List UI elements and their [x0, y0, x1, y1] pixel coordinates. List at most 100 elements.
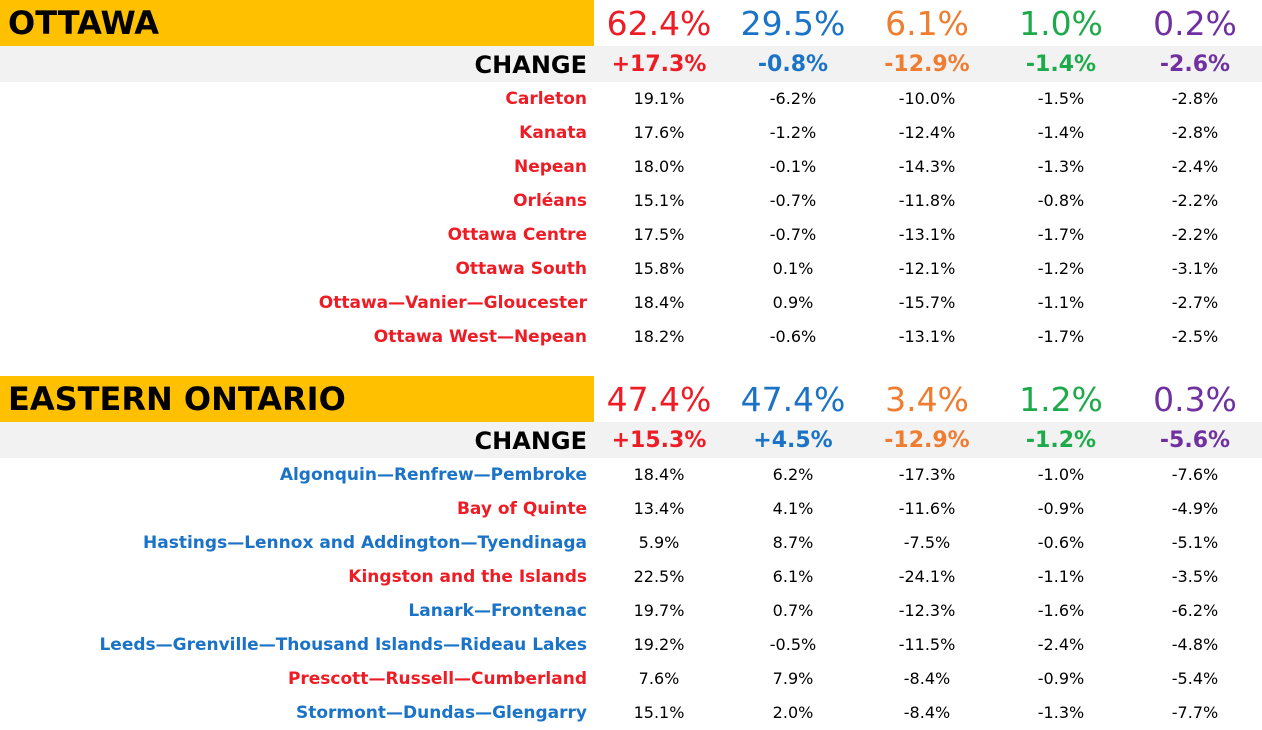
riding-change-party-3: -13.1%	[898, 225, 956, 244]
total-party-1: 47.4%	[606, 380, 712, 419]
change-party-2: +4.5%	[753, 428, 833, 453]
table-row: Ottawa Centre 17.5% -0.7% -13.1% -1.7% -2.2%	[0, 218, 1262, 252]
riding-change-party-5: -3.1%	[1171, 259, 1219, 278]
table-row: Lanark—Frontenac 19.7% 0.7% -12.3% -1.6% -6.2…	[0, 594, 1262, 628]
riding-change-party-5: -2.5%	[1171, 327, 1219, 346]
riding-name: Bay of Quinte	[456, 499, 587, 519]
riding-name: Ottawa South	[455, 259, 587, 279]
change-party-1: +17.3%	[611, 52, 707, 77]
riding-name: Algonquin—Renfrew—Pembroke	[279, 465, 587, 485]
riding-change-party-4: -1.0%	[1037, 465, 1085, 484]
riding-change-party-3: -11.6%	[898, 499, 956, 518]
riding-change-party-3: -11.8%	[898, 191, 956, 210]
total-party-4: 1.2%	[1019, 380, 1103, 419]
riding-change-party-5: -2.8%	[1171, 123, 1219, 142]
riding-change-party-5: -7.7%	[1171, 703, 1219, 722]
riding-change-party-5: -4.9%	[1171, 499, 1219, 518]
riding-change-party-2: -6.2%	[769, 89, 817, 108]
riding-change-party-5: -2.7%	[1171, 293, 1219, 312]
riding-change-party-1: 7.6%	[638, 669, 680, 688]
riding-change-party-2: 0.7%	[772, 601, 814, 620]
riding-change-party-5: -6.2%	[1171, 601, 1219, 620]
riding-change-party-4: -1.6%	[1037, 601, 1085, 620]
riding-name: Stormont—Dundas—Glengarry	[295, 703, 587, 723]
riding-change-party-1: 18.4%	[633, 465, 685, 484]
change-party-2: -0.8%	[757, 52, 829, 77]
riding-change-party-5: -2.2%	[1171, 191, 1219, 210]
riding-change-party-1: 17.6%	[633, 123, 685, 142]
riding-change-party-2: 2.0%	[772, 703, 814, 722]
change-row: CHANGE +15.3% +4.5% -12.9% -1.2% -5.6%	[0, 422, 1262, 458]
table-row: Algonquin—Renfrew—Pembroke 18.4% 6.2% -17.3…	[0, 458, 1262, 492]
riding-change-party-5: -4.8%	[1171, 635, 1219, 654]
riding-change-party-2: -0.6%	[769, 327, 817, 346]
region-section-ottawa: OTTAWA 62.4% 29.5% 6.1% 1.0% 0.2% CHANGE…	[0, 0, 1262, 354]
total-party-2: 29.5%	[740, 4, 846, 43]
riding-change-party-1: 15.1%	[633, 191, 685, 210]
riding-change-party-1: 5.9%	[638, 533, 680, 552]
riding-name: Ottawa—Vanier—Gloucester	[318, 293, 587, 313]
riding-name: Lanark—Frontenac	[408, 601, 587, 621]
riding-change-party-5: -7.6%	[1171, 465, 1219, 484]
riding-change-party-2: 0.1%	[772, 259, 814, 278]
riding-list: Carleton 19.1% -6.2% -10.0% -1.5% -2.8% Kanata…	[0, 82, 1262, 354]
riding-change-party-1: 19.7%	[633, 601, 685, 620]
table-row: Hastings—Lennox and Addington—Tyendinaga…	[0, 526, 1262, 560]
riding-name: Kingston and the Islands	[348, 567, 587, 587]
riding-name: Ottawa Centre	[447, 225, 587, 245]
change-party-5: -5.6%	[1159, 428, 1231, 453]
total-party-3: 3.4%	[885, 380, 969, 419]
change-row: CHANGE +17.3% -0.8% -12.9% -1.4% -2.6%	[0, 46, 1262, 82]
total-party-5: 0.3%	[1153, 380, 1237, 419]
riding-change-party-5: -2.2%	[1171, 225, 1219, 244]
table-row: Nepean 18.0% -0.1% -14.3% -1.3% -2.4%	[0, 150, 1262, 184]
table-row: Orléans 15.1% -0.7% -11.8% -0.8% -2.2%	[0, 184, 1262, 218]
riding-change-party-2: -0.1%	[769, 157, 817, 176]
riding-change-party-4: -1.7%	[1037, 327, 1085, 346]
riding-change-party-3: -24.1%	[898, 567, 956, 586]
riding-change-party-3: -11.5%	[898, 635, 956, 654]
table-row: Prescott—Russell—Cumberland 7.6% 7.9% -8.4%…	[0, 662, 1262, 696]
riding-change-party-3: -7.5%	[903, 533, 951, 552]
region-title: OTTAWA	[0, 0, 594, 46]
riding-change-party-2: -0.5%	[769, 635, 817, 654]
table-row: Ottawa West—Nepean 18.2% -0.6% -13.1% -1.7% -…	[0, 320, 1262, 354]
total-party-3: 6.1%	[885, 4, 969, 43]
riding-change-party-1: 15.8%	[633, 259, 685, 278]
total-party-4: 1.0%	[1019, 4, 1103, 43]
table-row: Bay of Quinte 13.4% 4.1% -11.6% -0.9% -4.9%	[0, 492, 1262, 526]
riding-change-party-3: -8.4%	[903, 669, 951, 688]
riding-change-party-2: 7.9%	[772, 669, 814, 688]
riding-change-party-3: -8.4%	[903, 703, 951, 722]
riding-name: Kanata	[519, 123, 587, 143]
table-row: Kanata 17.6% -1.2% -12.4% -1.4% -2.8%	[0, 116, 1262, 150]
riding-change-party-4: -0.8%	[1037, 191, 1085, 210]
riding-change-party-1: 19.1%	[633, 89, 685, 108]
riding-change-party-4: -1.2%	[1037, 259, 1085, 278]
riding-name: Hastings—Lennox and Addington—Tyendinaga	[143, 533, 587, 553]
riding-change-party-1: 22.5%	[633, 567, 685, 586]
change-party-5: -2.6%	[1159, 52, 1231, 77]
riding-change-party-4: -0.9%	[1037, 669, 1085, 688]
total-party-1: 62.4%	[606, 4, 712, 43]
riding-change-party-2: 0.9%	[772, 293, 814, 312]
change-party-3: -12.9%	[884, 52, 970, 77]
riding-change-party-4: -2.4%	[1037, 635, 1085, 654]
riding-change-party-4: -0.6%	[1037, 533, 1085, 552]
riding-change-party-1: 18.0%	[633, 157, 685, 176]
riding-change-party-3: -12.4%	[898, 123, 956, 142]
table-row: Ottawa—Vanier—Gloucester 18.4% 0.9% -15.7% -…	[0, 286, 1262, 320]
riding-change-party-1: 17.5%	[633, 225, 685, 244]
riding-name: Leeds—Grenville—Thousand Islands—Rideau …	[99, 635, 587, 655]
change-party-4: -1.4%	[1025, 52, 1097, 77]
riding-change-party-1: 13.4%	[633, 499, 685, 518]
riding-change-party-1: 18.4%	[633, 293, 685, 312]
riding-change-party-2: 6.2%	[772, 465, 814, 484]
riding-change-party-4: -1.3%	[1037, 703, 1085, 722]
riding-change-party-5: -3.5%	[1171, 567, 1219, 586]
riding-change-party-5: -2.4%	[1171, 157, 1219, 176]
table-row: Leeds—Grenville—Thousand Islands—Rideau …	[0, 628, 1262, 662]
riding-list: Algonquin—Renfrew—Pembroke 18.4% 6.2% -17.3…	[0, 458, 1262, 730]
riding-change-party-4: -1.3%	[1037, 157, 1085, 176]
change-party-3: -12.9%	[884, 428, 970, 453]
